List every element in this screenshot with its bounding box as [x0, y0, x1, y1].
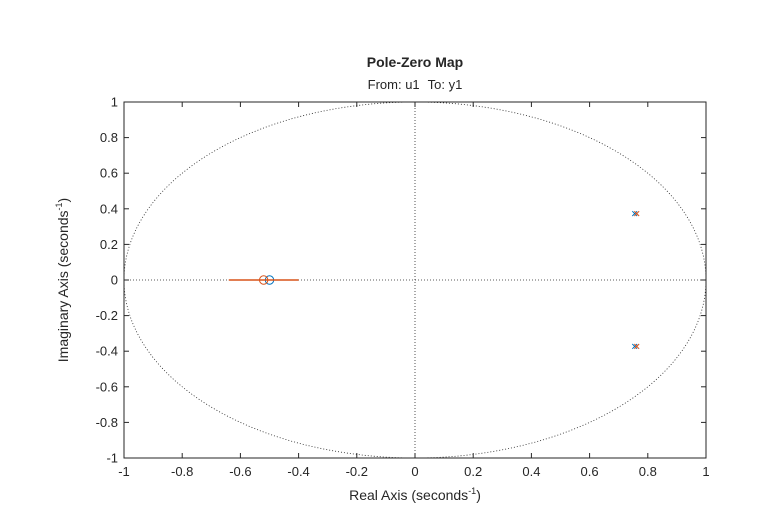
pole-marker [631, 210, 638, 217]
subtitle-to: To: y1 [428, 77, 463, 92]
y-tick-label: 1 [111, 95, 118, 110]
pole-marker [633, 343, 640, 350]
x-tick-label: 0.4 [522, 464, 540, 479]
x-tick-label: 0.6 [581, 464, 599, 479]
x-axis-label-sup: -1 [468, 486, 476, 496]
x-axis-label-close: ) [476, 487, 481, 503]
pole-marker-stroke [633, 210, 640, 217]
y-tick-label: -0.2 [96, 308, 118, 323]
pole-marker-stroke [631, 343, 638, 350]
y-axis-label: Imaginary Axis (seconds-1) [54, 198, 71, 362]
pole-marker-stroke [633, 343, 640, 350]
y-tick-label: -1 [106, 451, 118, 466]
x-tick-label: 1 [702, 464, 709, 479]
pole-marker [631, 343, 638, 350]
zero-marker [258, 275, 269, 285]
tick-layer: -1 -0.8 -0.6 -0.4 -0.2 0 0.2 0.4 0.6 0.8 1 -1 -0.8 -0… [96, 95, 710, 480]
x-tick-label: -0.6 [229, 464, 251, 479]
x-axis-label-base: Real Axis (seconds [349, 487, 468, 503]
y-tick-label: -0.8 [96, 415, 118, 430]
pole-marker [633, 210, 640, 217]
mark-layer [228, 210, 640, 350]
y-axis-label-close: ) [55, 198, 71, 203]
x-tick-label: 0.8 [639, 464, 657, 479]
y-tick-label: 0.2 [100, 237, 118, 252]
y-axis-label-sup: -1 [54, 202, 64, 210]
pole-marker-stroke [631, 210, 638, 217]
y-tick-label: 0.8 [100, 130, 118, 145]
chart-subtitle: From: u1 To: y1 [368, 77, 463, 92]
subtitle-from: From: u1 [368, 77, 420, 92]
x-tick-label: -0.2 [346, 464, 368, 479]
x-tick-label: -1 [118, 464, 130, 479]
y-tick-label: 0 [111, 273, 118, 288]
plot-frame [123, 101, 707, 459]
guide-layer [123, 101, 707, 459]
chart-title: Pole-Zero Map [367, 54, 463, 70]
y-tick-label: -0.6 [96, 379, 118, 394]
y-tick-label: -0.4 [96, 344, 118, 359]
x-tick-label: -0.4 [287, 464, 309, 479]
x-axis-label: Real Axis (seconds-1) [349, 486, 481, 503]
y-axis-label-base: Imaginary Axis (seconds [55, 210, 71, 362]
x-tick-label: -0.8 [171, 464, 193, 479]
y-tick-label: 0.4 [100, 201, 118, 216]
y-tick-label: 0.6 [100, 166, 118, 181]
x-tick-label: 0 [411, 464, 418, 479]
x-tick-label: 0.2 [464, 464, 482, 479]
